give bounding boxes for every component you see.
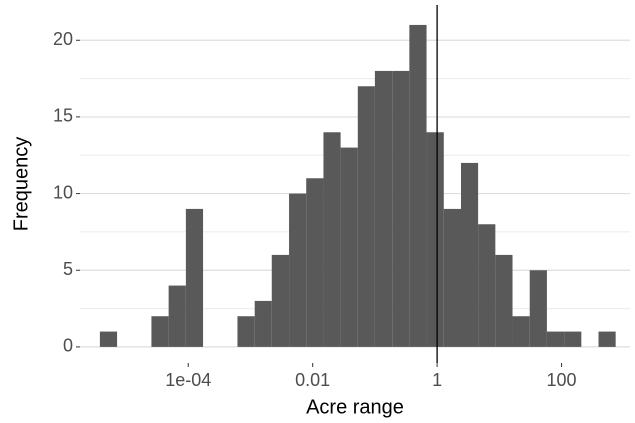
bar: [512, 316, 530, 347]
bar: [357, 86, 375, 347]
bar: [426, 132, 444, 347]
bar: [289, 193, 307, 347]
y-axis-title: Frequency: [10, 137, 32, 232]
x-tick-label: 100: [547, 370, 577, 390]
y-tick-label: 5: [63, 259, 73, 279]
bar: [598, 331, 616, 347]
y-tick-label: 0: [63, 336, 73, 356]
bar: [151, 316, 169, 347]
bar: [546, 331, 565, 347]
bar: [564, 331, 582, 347]
bar: [374, 70, 393, 347]
bar: [443, 208, 461, 347]
bar: [254, 300, 272, 347]
y-tick-label: 15: [53, 106, 73, 126]
x-tick-label: 1e-04: [165, 370, 211, 390]
y-tick-label: 10: [53, 182, 73, 202]
bar: [529, 270, 547, 347]
x-tick-label: 1: [432, 370, 442, 390]
bar: [460, 162, 479, 347]
bar: [271, 254, 290, 347]
bar: [323, 132, 341, 347]
bar: [392, 70, 410, 347]
bar: [409, 24, 427, 347]
x-axis-title: Acre range: [306, 396, 404, 418]
y-tick-label: 20: [53, 29, 73, 49]
x-tick-label: 0.01: [295, 370, 330, 390]
bar: [478, 224, 496, 347]
bar: [99, 331, 118, 347]
bar: [185, 208, 204, 347]
bar: [306, 178, 324, 347]
bar: [340, 147, 358, 347]
bar: [237, 316, 255, 347]
bar: [495, 254, 513, 347]
bar: [168, 285, 186, 347]
